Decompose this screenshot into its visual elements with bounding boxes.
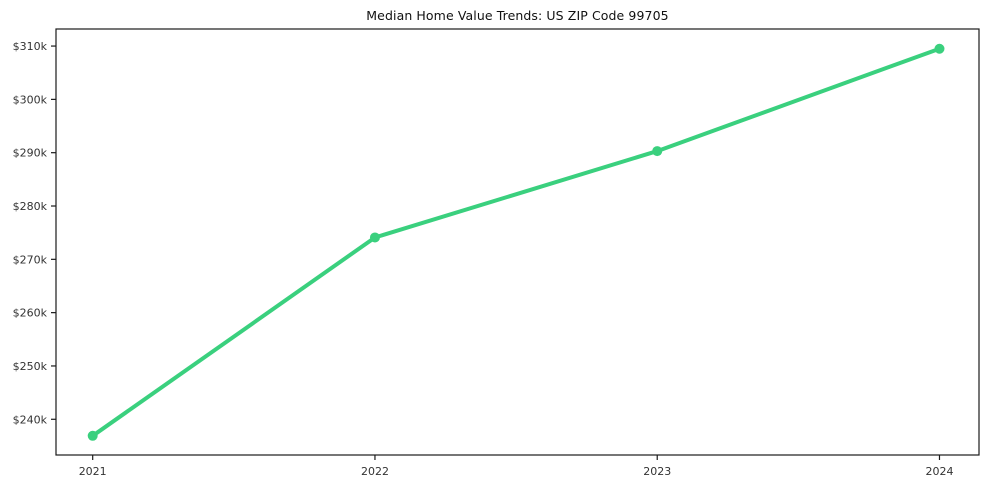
x-tick-label: 2024 bbox=[925, 465, 953, 478]
data-point-marker bbox=[652, 146, 663, 157]
data-point-marker bbox=[369, 232, 380, 243]
series-line bbox=[90, 46, 942, 438]
y-tick-label: $280k bbox=[13, 200, 48, 213]
x-tick-label: 2022 bbox=[361, 465, 389, 478]
x-tick-label: 2023 bbox=[643, 465, 671, 478]
y-tick-label: $240k bbox=[13, 413, 48, 426]
plot-border bbox=[55, 28, 980, 456]
y-tick-label: $300k bbox=[13, 93, 48, 106]
y-tick-label: $270k bbox=[13, 253, 48, 266]
y-tick-label: $250k bbox=[13, 360, 48, 373]
y-tick-label: $260k bbox=[13, 307, 48, 320]
chart-title: Median Home Value Trends: US ZIP Code 99… bbox=[366, 8, 669, 23]
y-tick-label: $310k bbox=[13, 40, 48, 53]
y-tick-label: $290k bbox=[13, 147, 48, 160]
x-tick-label: 2021 bbox=[79, 465, 107, 478]
data-point-marker bbox=[87, 430, 98, 441]
data-point-marker bbox=[934, 43, 945, 54]
